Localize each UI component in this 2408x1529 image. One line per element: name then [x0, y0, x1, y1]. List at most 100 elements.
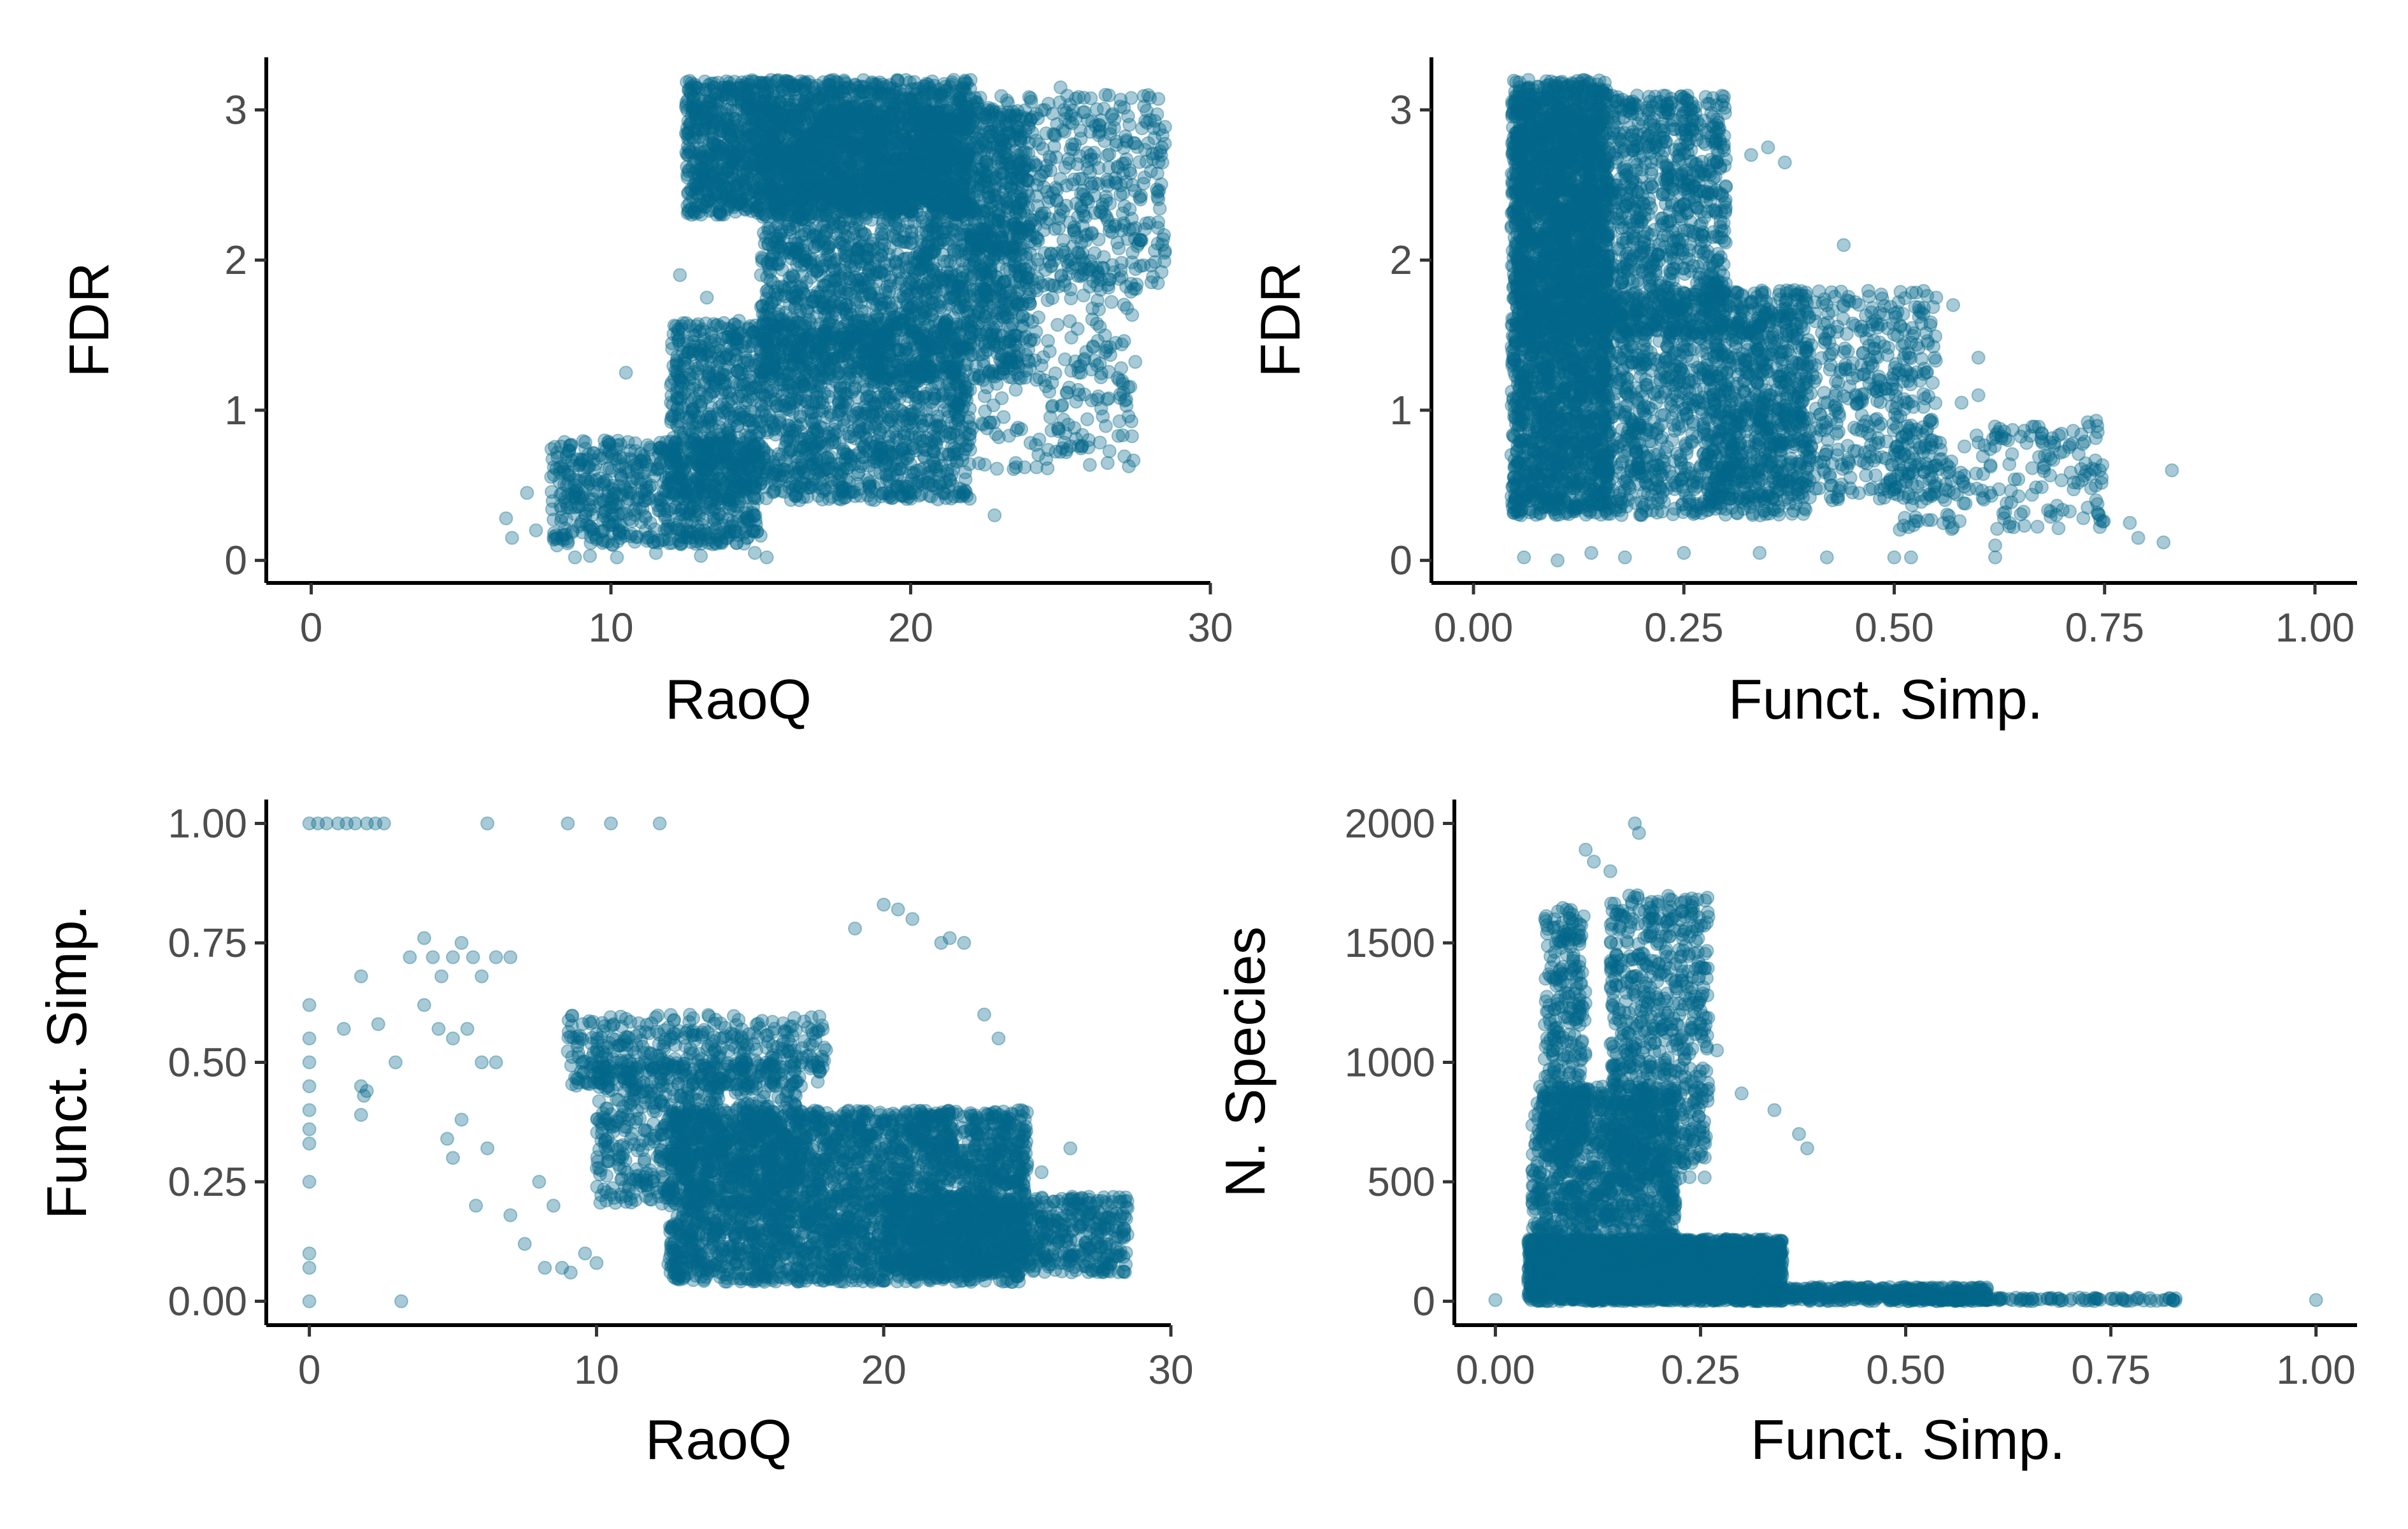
data-point — [934, 154, 949, 168]
data-point — [696, 124, 711, 138]
data-point — [910, 155, 924, 170]
data-point — [752, 173, 766, 187]
data-point — [847, 106, 862, 120]
data-point — [692, 163, 706, 178]
data-point — [775, 279, 789, 294]
data-point — [837, 75, 852, 89]
data-point — [887, 171, 901, 185]
data-point — [815, 140, 829, 154]
data-point — [860, 242, 875, 257]
data-point — [924, 145, 938, 160]
data-point — [687, 204, 701, 219]
data-point — [856, 137, 870, 152]
data-point — [732, 87, 747, 101]
data-point — [713, 124, 728, 138]
data-point — [797, 76, 812, 91]
data-point — [810, 131, 825, 145]
data-point — [689, 126, 703, 141]
data-point — [867, 133, 882, 147]
data-point — [870, 122, 884, 137]
data-point — [889, 152, 904, 166]
data-point — [915, 111, 930, 126]
data-point — [753, 144, 768, 159]
data-point — [963, 197, 977, 212]
data-point — [765, 248, 780, 263]
data-point — [810, 183, 824, 197]
data-point — [786, 144, 801, 159]
data-point — [866, 158, 881, 173]
data-point — [706, 166, 721, 180]
data-point — [891, 173, 906, 187]
data-point — [685, 103, 700, 118]
data-point — [860, 149, 875, 164]
data-point — [680, 186, 695, 201]
data-point — [875, 125, 890, 140]
data-point — [866, 196, 881, 211]
data-point — [769, 74, 784, 89]
data-point — [875, 217, 890, 231]
data-point — [902, 205, 917, 219]
data-point — [687, 101, 701, 116]
data-point — [819, 154, 833, 168]
data-point — [749, 200, 764, 215]
data-point — [896, 117, 910, 131]
data-point — [719, 164, 734, 178]
data-point — [934, 181, 949, 195]
data-point — [949, 138, 964, 153]
data-point — [887, 207, 901, 222]
data-point — [890, 110, 905, 125]
data-point — [752, 100, 767, 115]
data-point — [876, 100, 891, 115]
data-point — [756, 96, 770, 110]
data-point — [849, 176, 863, 191]
data-point — [843, 155, 857, 170]
data-point — [833, 204, 847, 218]
data-point — [868, 171, 882, 186]
data-point — [732, 80, 747, 95]
data-point — [754, 299, 768, 314]
data-point — [754, 268, 768, 282]
data-point — [889, 296, 903, 310]
data-point — [835, 271, 850, 286]
data-point — [756, 143, 770, 157]
data-point — [803, 91, 818, 106]
data-point — [821, 275, 835, 289]
data-point — [812, 110, 827, 124]
data-point — [778, 168, 793, 182]
data-point — [859, 211, 873, 226]
data-point — [762, 285, 777, 300]
data-point — [832, 185, 847, 200]
data-point — [719, 74, 734, 89]
data-point — [771, 198, 786, 213]
data-point — [797, 131, 812, 146]
data-point — [838, 170, 853, 185]
data-point — [780, 190, 794, 205]
data-point — [812, 179, 826, 194]
data-point — [757, 226, 771, 240]
data-point — [875, 134, 890, 148]
data-point — [774, 199, 789, 213]
y-axis-title: FDR — [57, 262, 120, 378]
data-point — [797, 287, 812, 302]
data-point — [877, 125, 892, 140]
data-point — [695, 122, 710, 136]
data-point — [873, 120, 887, 134]
data-point — [696, 106, 711, 120]
data-point — [866, 154, 880, 168]
data-point — [787, 94, 802, 109]
data-point — [799, 168, 814, 182]
data-point — [699, 186, 713, 201]
data-point — [891, 263, 905, 277]
data-point — [826, 172, 840, 187]
data-point — [892, 161, 907, 176]
data-point — [761, 75, 775, 90]
data-point — [689, 80, 703, 94]
data-point — [929, 145, 944, 160]
data-point — [877, 86, 891, 101]
data-point — [892, 145, 907, 160]
data-point — [861, 135, 875, 150]
data-point — [882, 189, 897, 204]
data-point — [804, 192, 819, 206]
data-point — [756, 107, 770, 122]
